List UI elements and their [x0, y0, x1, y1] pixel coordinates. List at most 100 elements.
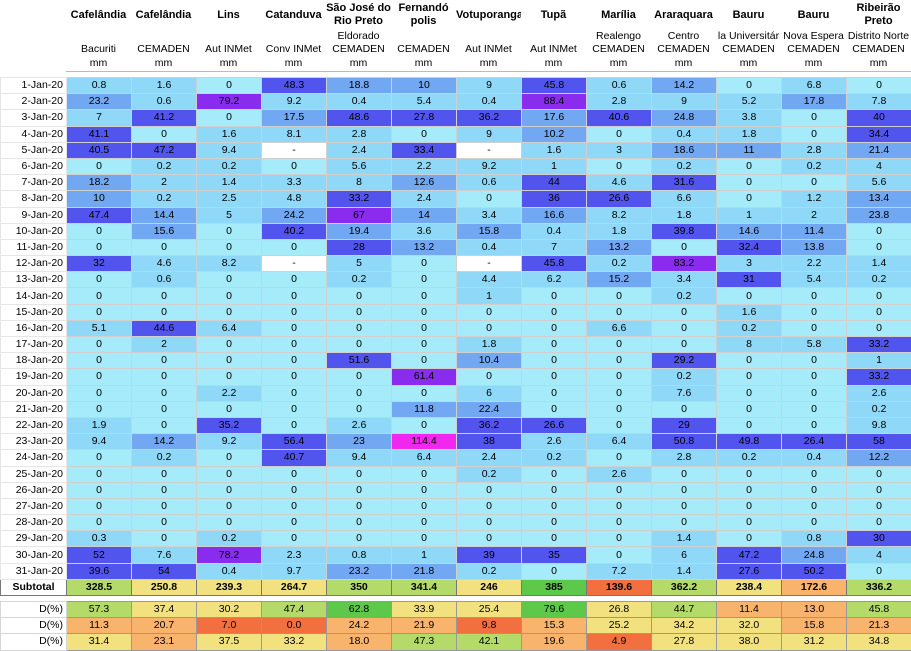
rain-cell: 3.3: [262, 175, 327, 191]
rain-cell: 0: [327, 369, 392, 385]
rain-cell: 15.8: [457, 223, 522, 239]
deviation-cell: 9.8: [457, 618, 522, 634]
rain-cell: 0.2: [522, 450, 587, 466]
rain-cell: 0: [652, 304, 717, 320]
rain-cell: 0.2: [652, 158, 717, 174]
deviation-cell: 15.3: [522, 618, 587, 634]
rain-cell: 0: [197, 78, 262, 94]
deviation-cell: 26.8: [587, 602, 652, 618]
rain-cell: 0: [327, 320, 392, 336]
rain-cell: -: [262, 256, 327, 272]
rain-cell: 0: [327, 385, 392, 401]
rain-cell: 40: [847, 110, 911, 126]
rain-cell: 32.4: [717, 239, 782, 255]
rain-cell: 0: [782, 288, 847, 304]
rain-cell: 52: [67, 547, 132, 563]
rain-cell: 7.6: [652, 385, 717, 401]
rain-cell: 0: [782, 110, 847, 126]
station-name: Marília: [586, 0, 651, 30]
rain-cell: 14.6: [717, 223, 782, 239]
rain-cell: 2.8: [327, 126, 392, 142]
rain-cell: 0: [132, 482, 197, 498]
station-name: Ribeirão Preto: [846, 0, 911, 30]
header-corner: [0, 0, 66, 30]
rain-cell: -: [262, 142, 327, 158]
row-date: 26-Jan-20: [1, 482, 67, 498]
rain-cell: 36.2: [457, 110, 522, 126]
rain-cell: 1.4: [652, 563, 717, 579]
rain-cell: 11: [717, 142, 782, 158]
rain-cell: 0.2: [132, 158, 197, 174]
rain-cell: 1.8: [717, 126, 782, 142]
rain-cell: 7: [522, 239, 587, 255]
rain-cell: 0: [392, 531, 457, 547]
rain-cell: 0.2: [717, 320, 782, 336]
rain-cell: 6.4: [197, 320, 262, 336]
rain-cell: 0: [782, 466, 847, 482]
rain-cell: 23.2: [67, 94, 132, 110]
rain-cell: 4.8: [262, 191, 327, 207]
rain-cell: 17.5: [262, 110, 327, 126]
rain-cell: 26.6: [587, 191, 652, 207]
row-date: 29-Jan-20: [1, 531, 67, 547]
rain-cell: 54: [132, 563, 197, 579]
rain-cell: 10.2: [522, 126, 587, 142]
rain-cell: 33.2: [327, 191, 392, 207]
rain-cell: 1.6: [522, 142, 587, 158]
rain-cell: 0: [717, 369, 782, 385]
unit-label: mm: [716, 56, 781, 71]
rain-cell: 0: [132, 401, 197, 417]
unit-label: mm: [521, 56, 586, 71]
rain-cell: 0: [197, 466, 262, 482]
rain-cell: 78.2: [197, 547, 262, 563]
rain-cell: 0: [782, 417, 847, 433]
rain-cell: 0: [587, 158, 652, 174]
subtotal-cell: 350: [327, 579, 392, 595]
rain-cell: 31.6: [652, 175, 717, 191]
row-date: 25-Jan-20: [1, 466, 67, 482]
rain-cell: 49.8: [717, 434, 782, 450]
rain-cell: 14: [392, 207, 457, 223]
rain-cell: 0.4: [522, 223, 587, 239]
rain-cell: 0: [782, 401, 847, 417]
rain-cell: 36: [522, 191, 587, 207]
rain-cell: 0: [717, 353, 782, 369]
rain-cell: 0.8: [782, 531, 847, 547]
rain-cell: 0: [782, 320, 847, 336]
deviation-cell: 20.7: [132, 618, 197, 634]
subtotal-cell: 264.7: [262, 579, 327, 595]
rain-cell: 0: [67, 272, 132, 288]
rain-cell: 50.2: [782, 563, 847, 579]
rain-cell: 14.4: [132, 207, 197, 223]
rain-cell: 1.8: [587, 223, 652, 239]
station-name: Fernandó polis: [391, 0, 456, 30]
rain-cell: 8: [327, 175, 392, 191]
rain-cell: 0: [782, 515, 847, 531]
row-date: 10-Jan-20: [1, 223, 67, 239]
rain-cell: 39.6: [67, 563, 132, 579]
rain-cell: 0: [197, 288, 262, 304]
rain-cell: 0: [262, 401, 327, 417]
rain-cell: 0: [587, 531, 652, 547]
row-date: 24-Jan-20: [1, 450, 67, 466]
rain-cell: 17.8: [782, 94, 847, 110]
rain-cell: 0: [67, 337, 132, 353]
subtotal-cell: 246: [457, 579, 522, 595]
rain-cell: 0: [457, 498, 522, 514]
rain-cell: 15.2: [587, 272, 652, 288]
rain-cell: 0: [457, 191, 522, 207]
rain-cell: 0: [782, 498, 847, 514]
rain-cell: 0: [717, 288, 782, 304]
rain-cell: 22.4: [457, 401, 522, 417]
rain-cell: 1.4: [652, 531, 717, 547]
deviation-cell: 15.8: [782, 618, 847, 634]
